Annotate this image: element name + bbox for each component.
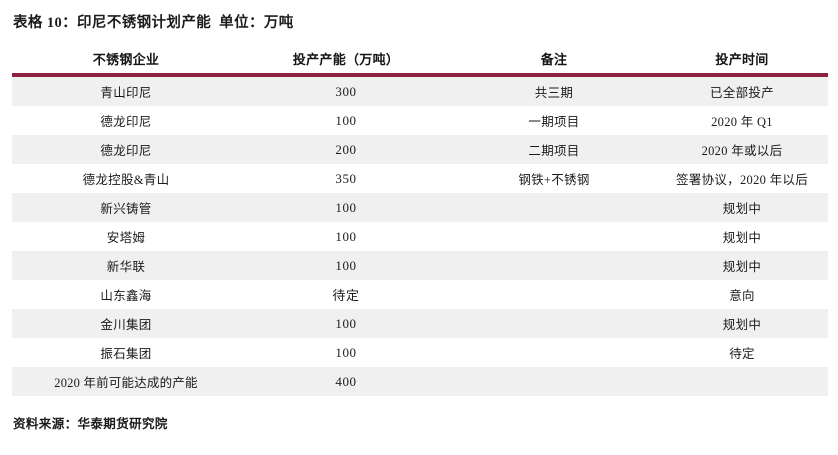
cell-remark — [452, 338, 656, 367]
cell-remark: 共三期 — [452, 75, 656, 106]
cell-capacity: 400 — [240, 367, 452, 396]
cell-capacity: 300 — [240, 75, 452, 106]
table-row: 山东鑫海 待定 意向 — [12, 280, 828, 309]
cell-capacity: 350 — [240, 164, 452, 193]
cell-remark: 一期项目 — [452, 106, 656, 135]
column-header-capacity: 投产产能（万吨） — [240, 44, 452, 75]
cell-time: 规划中 — [656, 222, 828, 251]
cell-company: 2020 年前可能达成的产能 — [12, 367, 240, 396]
capacity-table: 不锈钢企业 投产产能（万吨） 备注 投产时间 青山印尼 300 共三期 已全部投产 德龙… — [12, 44, 828, 396]
table-header: 不锈钢企业 投产产能（万吨） 备注 投产时间 — [12, 44, 828, 75]
cell-capacity: 100 — [240, 222, 452, 251]
cell-time: 规划中 — [656, 251, 828, 280]
table-row: 德龙印尼 200 二期项目 2020 年或以后 — [12, 135, 828, 164]
cell-capacity: 100 — [240, 106, 452, 135]
cell-company: 金川集团 — [12, 309, 240, 338]
cell-company: 振石集团 — [12, 338, 240, 367]
cell-time: 待定 — [656, 338, 828, 367]
cell-company: 德龙印尼 — [12, 135, 240, 164]
cell-time: 2020 年或以后 — [656, 135, 828, 164]
cell-remark — [452, 251, 656, 280]
table-row: 新华联 100 规划中 — [12, 251, 828, 280]
cell-time: 规划中 — [656, 309, 828, 338]
cell-time: 意向 — [656, 280, 828, 309]
table-row: 青山印尼 300 共三期 已全部投产 — [12, 75, 828, 106]
cell-company: 德龙控股&青山 — [12, 164, 240, 193]
table-row: 2020 年前可能达成的产能 400 — [12, 367, 828, 396]
table-body: 青山印尼 300 共三期 已全部投产 德龙印尼 100 一期项目 2020 年 Q1 德龙印尼 2… — [12, 75, 828, 396]
cell-company: 安塔姆 — [12, 222, 240, 251]
cell-company: 青山印尼 — [12, 75, 240, 106]
cell-remark: 二期项目 — [452, 135, 656, 164]
table-row: 新兴铸管 100 规划中 — [12, 193, 828, 222]
column-header-company: 不锈钢企业 — [12, 44, 240, 75]
cell-capacity: 待定 — [240, 280, 452, 309]
figure-title: 表格 10：印尼不锈钢计划产能 单位：万吨 — [13, 15, 294, 31]
cell-time — [656, 367, 828, 396]
cell-time: 已全部投产 — [656, 75, 828, 106]
cell-capacity: 100 — [240, 309, 452, 338]
cell-remark — [452, 222, 656, 251]
cell-time: 签署协议，2020 年以后 — [656, 164, 828, 193]
table-header-row: 不锈钢企业 投产产能（万吨） 备注 投产时间 — [12, 44, 828, 75]
table-row: 振石集团 100 待定 — [12, 338, 828, 367]
cell-remark — [452, 280, 656, 309]
cell-company: 山东鑫海 — [12, 280, 240, 309]
cell-capacity: 100 — [240, 193, 452, 222]
table-row: 安塔姆 100 规划中 — [12, 222, 828, 251]
cell-capacity: 200 — [240, 135, 452, 164]
table-row: 德龙控股&青山 350 钢铁+不锈钢 签署协议，2020 年以后 — [12, 164, 828, 193]
cell-time: 规划中 — [656, 193, 828, 222]
cell-company: 德龙印尼 — [12, 106, 240, 135]
column-header-remark: 备注 — [452, 44, 656, 75]
table-row: 德龙印尼 100 一期项目 2020 年 Q1 — [12, 106, 828, 135]
cell-time: 2020 年 Q1 — [656, 106, 828, 135]
cell-company: 新兴铸管 — [12, 193, 240, 222]
cell-capacity: 100 — [240, 251, 452, 280]
cell-capacity: 100 — [240, 338, 452, 367]
cell-remark — [452, 309, 656, 338]
cell-remark — [452, 193, 656, 222]
column-header-time: 投产时间 — [656, 44, 828, 75]
cell-company: 新华联 — [12, 251, 240, 280]
source-note: 资料来源：华泰期货研究院 — [13, 417, 168, 431]
cell-remark — [452, 367, 656, 396]
table-row: 金川集团 100 规划中 — [12, 309, 828, 338]
cell-remark: 钢铁+不锈钢 — [452, 164, 656, 193]
table-container: 不锈钢企业 投产产能（万吨） 备注 投产时间 青山印尼 300 共三期 已全部投产 德龙… — [12, 44, 828, 396]
